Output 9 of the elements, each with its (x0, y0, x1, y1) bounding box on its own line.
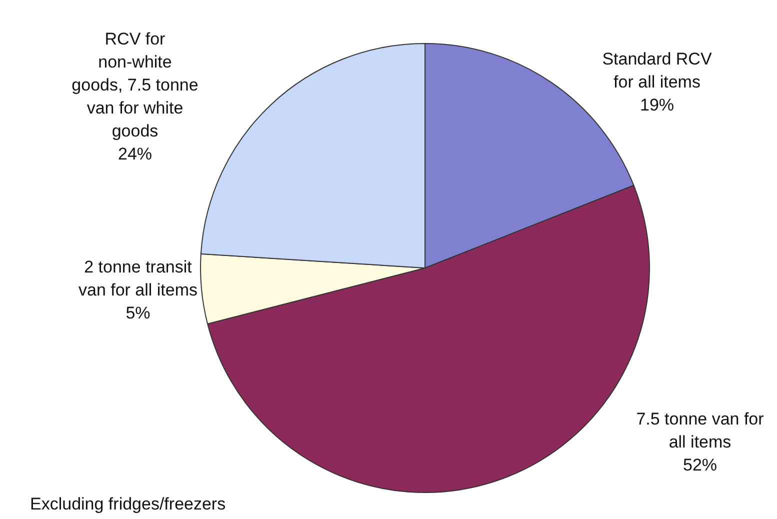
slice-label: RCV for non-white goods, 7.5 tonne van for white goods (72, 30, 198, 141)
slice-label: 7.5 tonne van for all items (636, 410, 764, 452)
data-label: 52% (682, 456, 718, 475)
data-label: 19% (640, 96, 674, 115)
text: Excluding fridges/freezers (30, 494, 226, 514)
slice-label: Standard RCV for all items (602, 50, 712, 92)
data-label: 5% (126, 304, 150, 323)
data-label: 24% (118, 144, 152, 164)
slice-label: 2 tonne transit van for all items (78, 258, 198, 300)
